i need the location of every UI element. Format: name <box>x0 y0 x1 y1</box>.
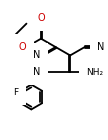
Text: O: O <box>37 13 45 23</box>
Text: N: N <box>33 50 40 60</box>
Text: N: N <box>33 67 40 77</box>
Text: O: O <box>18 41 26 52</box>
Text: N: N <box>97 42 105 52</box>
Text: F: F <box>13 88 18 97</box>
Text: NH₂: NH₂ <box>86 68 103 77</box>
